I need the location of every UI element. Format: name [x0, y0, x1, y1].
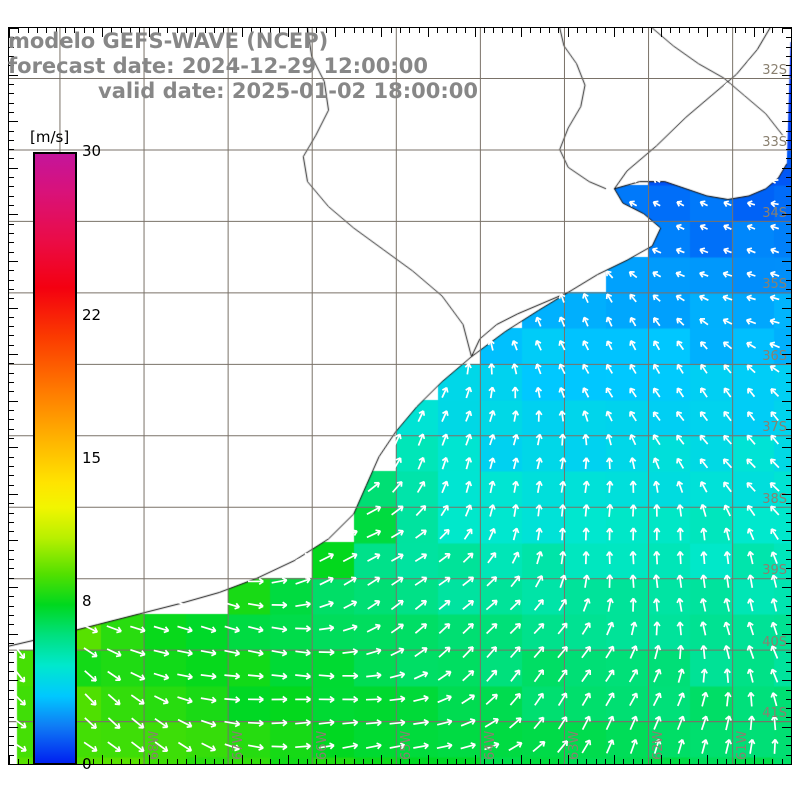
lon-label: 68W [146, 730, 162, 760]
lat-label: 35S [762, 277, 787, 293]
lat-label: 41S [762, 706, 787, 722]
lon-label: 65W [398, 730, 414, 760]
colorbar-tick-22: 22 [82, 305, 102, 324]
colorbar-tick-0: 0 [82, 755, 92, 773]
lat-label: 34S [762, 205, 787, 221]
map-plot-frame: 32S33S34S35S36S37S38S39S40S41S69W68W67W6… [8, 27, 792, 765]
colorbar-tick-30: 30 [82, 142, 102, 160]
lat-label: 38S [762, 491, 787, 507]
title-model-line: modelo GEFS-WAVE (NCEP) [8, 29, 329, 53]
colorbar-gradient [33, 152, 77, 765]
lon-label: 63W [567, 730, 582, 760]
land-mask-layer [9, 28, 791, 764]
map-title-block: modelo GEFS-WAVE (NCEP) forecast date: 2… [8, 29, 568, 104]
lat-label: 36S [762, 348, 787, 364]
title-valid-line: valid date: 2025-01-02 18:00:00 [98, 79, 478, 103]
lat-label: 32S [762, 63, 787, 78]
lat-label: 40S [762, 634, 787, 650]
lat-label: 33S [762, 134, 787, 150]
colorbar-tick-8: 8 [82, 591, 92, 610]
colorbar-tick-15: 15 [82, 448, 102, 467]
lon-label: 62W [651, 730, 667, 760]
colorbar [33, 152, 77, 765]
map-canvas-clip: 32S33S34S35S36S37S38S39S40S41S69W68W67W6… [9, 28, 791, 764]
lat-label: 37S [762, 420, 787, 436]
lon-label: 61W [735, 730, 751, 760]
lat-label: 39S [762, 563, 787, 579]
colorbar-unit-label: [m/s] [30, 128, 70, 146]
lon-label: 67W [230, 730, 246, 760]
lon-label: 64W [482, 730, 498, 760]
title-forecast-line: forecast date: 2024-12-29 12:00:00 [8, 54, 428, 78]
lon-label: 66W [314, 730, 330, 760]
